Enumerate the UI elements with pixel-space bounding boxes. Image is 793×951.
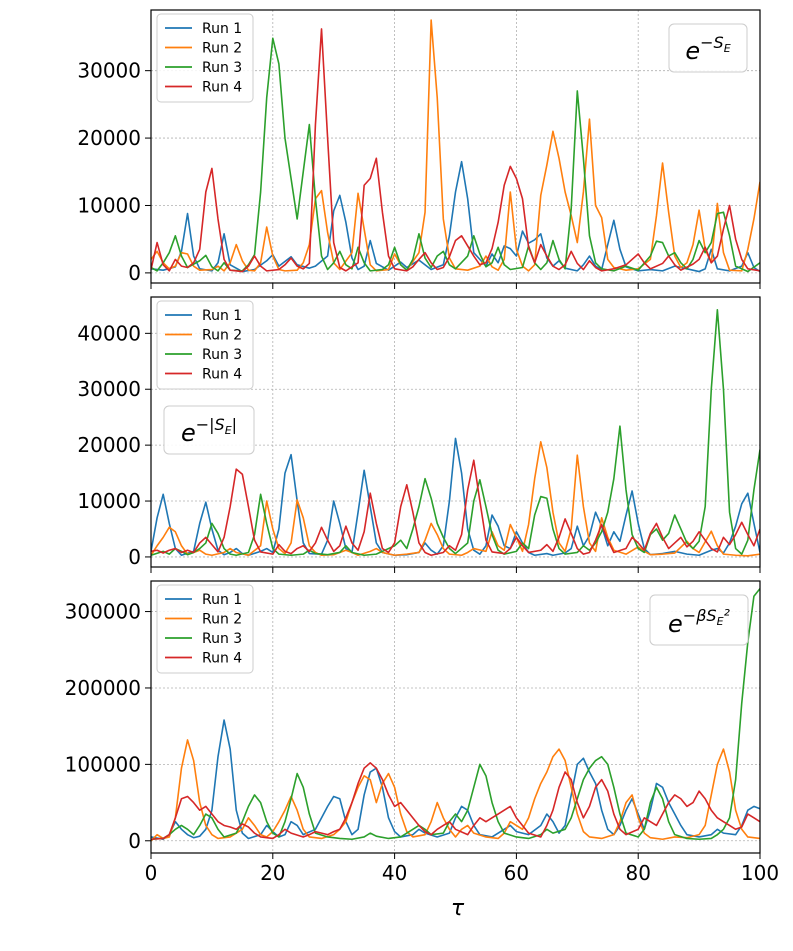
y-tick-label: 100000 xyxy=(65,752,141,776)
y-tick-label: 0 xyxy=(128,261,141,285)
y-tick-label: 20000 xyxy=(77,126,141,150)
x-tick-label: 80 xyxy=(625,861,650,885)
series-line-run-1 xyxy=(151,160,760,273)
legend-label-run-1: Run 1 xyxy=(202,308,242,324)
series-line-run-1 xyxy=(151,437,760,557)
y-tick-label: 0 xyxy=(128,545,141,569)
legend-label-run-3: Run 3 xyxy=(202,347,242,363)
x-axis-label: τ xyxy=(451,896,465,921)
formula-box xyxy=(163,405,255,455)
legend-box xyxy=(156,300,254,390)
x-tick-label: 40 xyxy=(382,861,407,885)
y-tick-label: 40000 xyxy=(77,321,141,345)
legend-label-run-2: Run 2 xyxy=(202,328,242,344)
legend: Run 1 Run 2 Run 3 Run 4 xyxy=(156,300,254,390)
series-line-run-4 xyxy=(151,459,760,557)
x-tick-label: 20 xyxy=(260,861,285,885)
formula-annotation: e−SE xyxy=(668,23,748,73)
legend: Run 1 Run 2 Run 3 Run 4 xyxy=(156,13,254,103)
formula-text: e−βSE² xyxy=(668,606,731,638)
legend-label-run-4: Run 4 xyxy=(202,80,242,96)
series-line-run-4 xyxy=(151,762,760,841)
x-tick-label: 100 xyxy=(741,861,779,885)
formula-annotation: e−βSE² xyxy=(649,594,749,646)
formula-annotation: e−|SE| xyxy=(163,405,255,455)
legend-label-run-3: Run 3 xyxy=(202,60,242,76)
axes-frame xyxy=(150,9,761,284)
legend-label-run-2: Run 2 xyxy=(202,41,242,57)
legend-label-run-4: Run 4 xyxy=(202,367,242,383)
x-tick-label: 60 xyxy=(504,861,529,885)
y-tick-label: 30000 xyxy=(77,59,141,83)
x-tick-label: 0 xyxy=(145,861,158,885)
legend-label-run-1: Run 1 xyxy=(202,21,242,37)
legend-label-run-2: Run 2 xyxy=(202,612,242,628)
y-tick-label: 300000 xyxy=(65,600,141,624)
series-line-run-2 xyxy=(151,739,760,842)
legend-box xyxy=(156,13,254,103)
y-tick-label: 30000 xyxy=(77,377,141,401)
y-tick-label: 10000 xyxy=(77,193,141,217)
formula-box xyxy=(649,594,749,646)
series-line-run-3 xyxy=(151,588,760,841)
y-tick-label: 20000 xyxy=(77,433,141,457)
legend-label-run-4: Run 4 xyxy=(202,651,242,667)
formula-box xyxy=(668,23,748,73)
series-line-run-2 xyxy=(151,440,760,557)
formula-text: e−SE xyxy=(685,33,730,65)
y-tick-label: 200000 xyxy=(65,676,141,700)
panel-1: 0 10000 20000 30000 Run 1 Run 2 Run 3 Run 4 e−SE xyxy=(77,9,761,289)
formula-text: e−|SE| xyxy=(181,415,237,447)
legend-box xyxy=(156,584,254,674)
legend-label-run-3: Run 3 xyxy=(202,631,242,647)
axes-frame xyxy=(150,296,761,568)
legend-label-run-1: Run 1 xyxy=(202,592,242,608)
legend: Run 1 Run 2 Run 3 Run 4 xyxy=(156,584,254,674)
y-tick-label: 0 xyxy=(128,829,141,853)
series-line-run-2 xyxy=(151,19,760,272)
y-tick-label: 10000 xyxy=(77,489,141,513)
series-line-run-4 xyxy=(151,28,760,273)
axes-frame xyxy=(150,580,761,854)
